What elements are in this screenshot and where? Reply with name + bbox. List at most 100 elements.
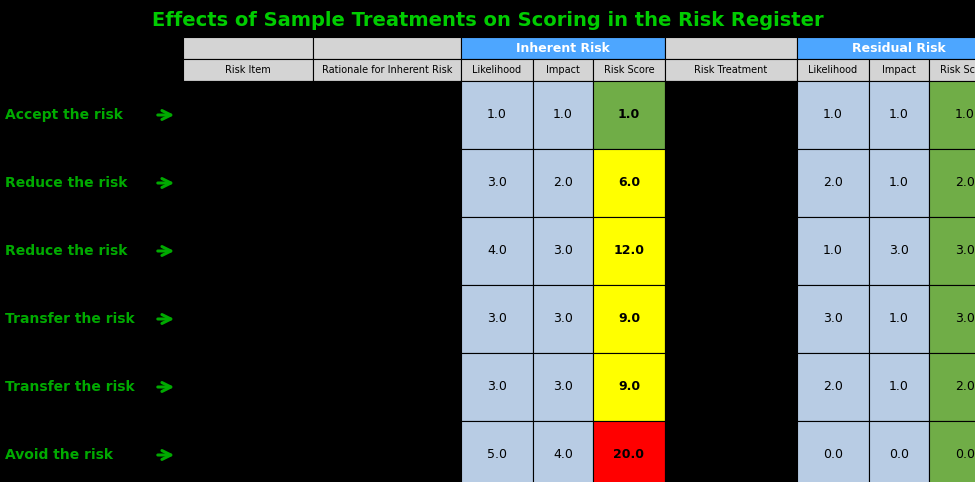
Text: 3.0: 3.0	[956, 312, 975, 325]
Bar	[313, 421, 461, 482]
Bar	[929, 149, 975, 217]
Bar	[797, 59, 869, 81]
Text: 3.0: 3.0	[956, 244, 975, 257]
Text: 4.0: 4.0	[488, 244, 507, 257]
Text: 3.0: 3.0	[889, 244, 909, 257]
Text: 2.0: 2.0	[553, 176, 573, 189]
Text: 6.0: 6.0	[618, 176, 640, 189]
Bar	[461, 285, 533, 353]
Bar	[533, 285, 593, 353]
Bar	[593, 149, 665, 217]
Bar	[665, 217, 797, 285]
Bar	[929, 81, 975, 149]
Text: 1.0: 1.0	[889, 176, 909, 189]
Bar	[593, 353, 665, 421]
Text: 3.0: 3.0	[553, 244, 573, 257]
Bar	[533, 59, 593, 81]
Text: 2.0: 2.0	[956, 380, 975, 393]
Text: 1.0: 1.0	[823, 244, 843, 257]
Bar	[313, 217, 461, 285]
Text: 1.0: 1.0	[823, 108, 843, 121]
Bar	[183, 217, 313, 285]
Bar	[869, 217, 929, 285]
Bar	[461, 59, 533, 81]
Text: 0.0: 0.0	[889, 448, 909, 461]
Text: 2.0: 2.0	[823, 380, 843, 393]
Text: Effects of Sample Treatments on Scoring in the Risk Register: Effects of Sample Treatments on Scoring …	[152, 11, 823, 29]
Text: Impact: Impact	[882, 65, 916, 75]
Bar	[533, 421, 593, 482]
Bar	[593, 81, 665, 149]
Text: Residual Risk: Residual Risk	[852, 41, 946, 54]
Text: 3.0: 3.0	[488, 312, 507, 325]
Text: Impact: Impact	[546, 65, 580, 75]
Bar	[869, 59, 929, 81]
Text: 3.0: 3.0	[823, 312, 843, 325]
Text: 1.0: 1.0	[889, 312, 909, 325]
Bar	[869, 149, 929, 217]
Bar	[313, 285, 461, 353]
Bar	[313, 81, 461, 149]
Bar	[313, 59, 461, 81]
Bar	[533, 149, 593, 217]
Text: 2.0: 2.0	[823, 176, 843, 189]
Bar	[533, 217, 593, 285]
Bar	[665, 149, 797, 217]
Bar	[593, 217, 665, 285]
Bar	[665, 59, 797, 81]
Text: 1.0: 1.0	[618, 108, 641, 121]
Bar	[461, 353, 533, 421]
Text: 5.0: 5.0	[487, 448, 507, 461]
Text: Risk Item: Risk Item	[225, 65, 271, 75]
Bar	[461, 421, 533, 482]
Bar	[797, 353, 869, 421]
Text: Avoid the risk: Avoid the risk	[5, 448, 113, 462]
Text: 1.0: 1.0	[889, 380, 909, 393]
Text: Inherent Risk: Inherent Risk	[516, 41, 610, 54]
Bar	[533, 81, 593, 149]
Text: 2.0: 2.0	[956, 176, 975, 189]
Bar	[665, 81, 797, 149]
Text: 1.0: 1.0	[488, 108, 507, 121]
Bar	[869, 81, 929, 149]
Text: 3.0: 3.0	[488, 380, 507, 393]
Text: Likelihood: Likelihood	[808, 65, 858, 75]
Text: 3.0: 3.0	[553, 380, 573, 393]
Bar	[797, 217, 869, 285]
Bar	[797, 149, 869, 217]
Bar	[929, 59, 975, 81]
Text: 4.0: 4.0	[553, 448, 573, 461]
Bar	[183, 149, 313, 217]
Bar	[313, 353, 461, 421]
Bar	[461, 149, 533, 217]
Bar	[929, 217, 975, 285]
Bar	[183, 353, 313, 421]
Text: 9.0: 9.0	[618, 312, 640, 325]
Text: 0.0: 0.0	[955, 448, 975, 461]
Bar	[183, 421, 313, 482]
Text: 9.0: 9.0	[618, 380, 640, 393]
Text: Accept the risk: Accept the risk	[5, 108, 123, 122]
Bar	[929, 285, 975, 353]
Text: 20.0: 20.0	[613, 448, 644, 461]
Bar	[665, 353, 797, 421]
Text: Risk Score: Risk Score	[604, 65, 654, 75]
Bar	[665, 421, 797, 482]
Bar	[533, 353, 593, 421]
Bar	[461, 217, 533, 285]
Text: Transfer the risk: Transfer the risk	[5, 380, 135, 394]
Text: Likelihood: Likelihood	[473, 65, 522, 75]
Text: Transfer the risk: Transfer the risk	[5, 312, 135, 326]
Bar	[929, 421, 975, 482]
Text: Risk Treatment: Risk Treatment	[694, 65, 767, 75]
Bar	[313, 149, 461, 217]
Bar	[593, 421, 665, 482]
Bar	[183, 81, 313, 149]
Bar	[183, 59, 313, 81]
Bar	[869, 353, 929, 421]
Text: Risk Score: Risk Score	[940, 65, 975, 75]
Bar	[797, 421, 869, 482]
Bar	[461, 37, 665, 59]
Text: 3.0: 3.0	[488, 176, 507, 189]
Bar	[797, 37, 975, 59]
